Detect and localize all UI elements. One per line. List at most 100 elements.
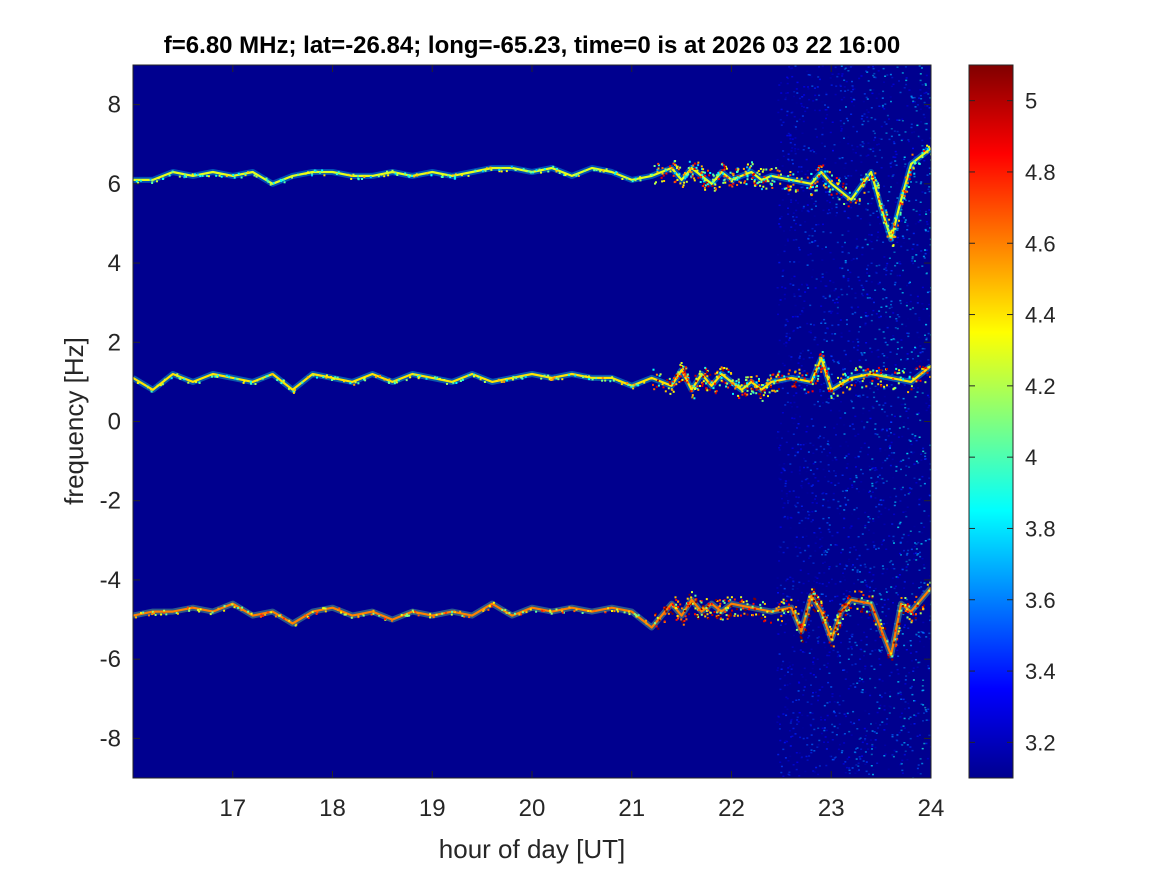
noise-speckle xyxy=(868,529,870,531)
trace-speckle xyxy=(701,606,704,609)
noise-speckle xyxy=(858,719,861,721)
noise-speckle xyxy=(827,614,829,617)
noise-speckle xyxy=(875,732,878,734)
noise-speckle xyxy=(782,541,785,543)
noise-speckle xyxy=(836,701,839,704)
trace-speckle xyxy=(822,164,825,167)
trace-speckle xyxy=(191,173,194,176)
noise-speckle xyxy=(827,106,830,109)
noise-speckle xyxy=(803,370,806,372)
trace-speckle xyxy=(176,612,179,615)
noise-speckle xyxy=(922,447,925,450)
trace-speckle xyxy=(885,209,888,212)
noise-speckle xyxy=(827,517,830,519)
noise-speckle xyxy=(923,582,926,584)
noise-speckle xyxy=(893,623,896,625)
trace-speckle xyxy=(306,376,309,379)
trace-speckle xyxy=(690,175,693,178)
noise-speckle xyxy=(911,749,914,752)
noise-speckle xyxy=(861,246,864,249)
trace-speckle xyxy=(816,185,818,187)
noise-speckle xyxy=(830,290,833,292)
noise-speckle xyxy=(925,213,928,215)
noise-speckle xyxy=(855,507,858,509)
trace-speckle xyxy=(847,608,850,611)
noise-speckle xyxy=(817,695,820,697)
noise-speckle xyxy=(805,158,808,161)
noise-speckle xyxy=(779,624,782,626)
noise-speckle xyxy=(838,723,841,725)
noise-speckle xyxy=(848,285,850,288)
noise-speckle xyxy=(903,156,906,158)
colorbar-tick-label: 3.8 xyxy=(1025,516,1056,541)
trace-speckle xyxy=(824,621,827,624)
trace-speckle xyxy=(866,599,869,602)
noise-speckle xyxy=(818,582,821,585)
trace-speckle xyxy=(161,383,164,386)
noise-speckle xyxy=(926,223,929,225)
noise-speckle xyxy=(903,158,906,161)
noise-speckle xyxy=(819,435,822,437)
noise-speckle xyxy=(908,282,911,284)
noise-speckle xyxy=(906,105,909,107)
noise-speckle xyxy=(872,773,874,776)
trace-speckle xyxy=(830,193,833,196)
trace-speckle xyxy=(688,613,691,616)
trace-speckle xyxy=(800,632,802,635)
trace-speckle xyxy=(547,374,550,377)
trace-speckle xyxy=(905,608,908,611)
noise-speckle xyxy=(860,161,863,163)
noise-speckle xyxy=(878,93,881,95)
trace-speckle xyxy=(926,148,929,151)
noise-speckle xyxy=(810,751,813,754)
noise-speckle xyxy=(809,304,812,307)
noise-speckle xyxy=(813,324,816,326)
trace-speckle xyxy=(800,177,803,180)
trace-speckle xyxy=(759,168,762,170)
trace-speckle xyxy=(393,380,396,383)
trace-speckle xyxy=(558,172,561,174)
noise-speckle xyxy=(850,206,853,209)
noise-speckle xyxy=(891,563,894,566)
noise-speckle xyxy=(924,252,927,255)
noise-speckle xyxy=(883,387,885,390)
noise-speckle xyxy=(925,719,928,721)
noise-speckle xyxy=(927,87,930,90)
trace-speckle xyxy=(810,598,813,601)
trace-speckle xyxy=(897,224,899,227)
noise-speckle xyxy=(841,294,844,296)
noise-speckle xyxy=(809,620,812,622)
noise-speckle xyxy=(917,612,920,615)
noise-speckle xyxy=(804,679,807,681)
trace-speckle xyxy=(763,178,766,181)
noise-speckle xyxy=(876,372,879,374)
noise-speckle xyxy=(783,186,786,188)
trace-speckle xyxy=(323,174,326,177)
noise-speckle xyxy=(921,557,924,560)
trace-speckle xyxy=(634,177,637,180)
trace-speckle xyxy=(325,376,328,379)
trace-speckle xyxy=(726,596,729,599)
trace-speckle xyxy=(142,611,145,614)
trace-speckle xyxy=(671,612,674,615)
trace-speckle xyxy=(788,369,791,372)
noise-speckle xyxy=(866,243,869,246)
noise-speckle xyxy=(794,152,797,155)
trace-speckle xyxy=(237,606,240,609)
noise-speckle xyxy=(889,464,892,467)
plot-background xyxy=(133,65,931,778)
noise-speckle xyxy=(920,543,923,545)
trace-speckle xyxy=(409,376,412,379)
noise-speckle xyxy=(885,311,888,314)
noise-speckle xyxy=(783,631,786,634)
noise-speckle xyxy=(820,732,823,735)
trace-speckle xyxy=(835,632,838,635)
noise-speckle xyxy=(821,259,824,261)
noise-speckle xyxy=(878,649,881,651)
noise-speckle xyxy=(907,493,910,495)
trace-speckle xyxy=(704,373,707,376)
noise-speckle xyxy=(868,275,871,277)
noise-speckle xyxy=(857,331,860,333)
noise-speckle xyxy=(826,443,829,445)
noise-speckle xyxy=(806,384,808,387)
